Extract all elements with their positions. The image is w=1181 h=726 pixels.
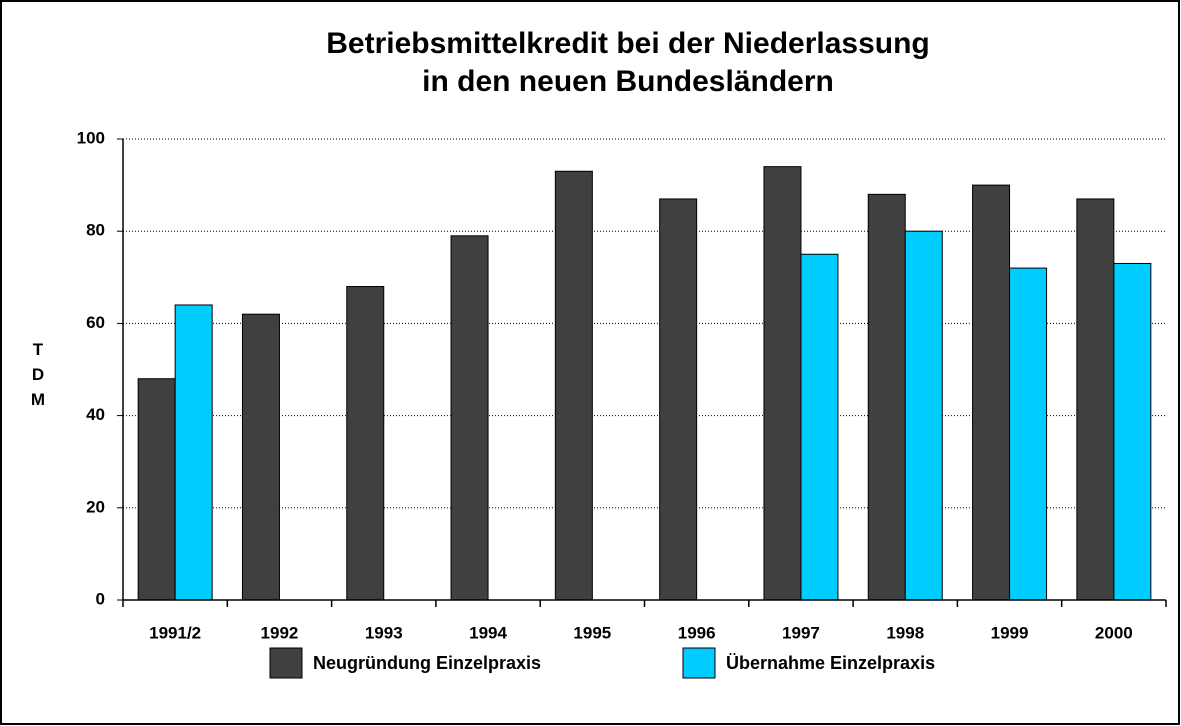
x-tick-label: 1997 (782, 623, 820, 642)
bar (763, 166, 802, 601)
y-axis-label: TDM (29, 340, 48, 415)
y-tick-label: 100 (77, 128, 105, 147)
y-tick-label: 80 (86, 221, 105, 240)
x-tick-label: 1991/2 (149, 623, 201, 642)
bar (137, 378, 176, 601)
x-tick-label: 1996 (678, 623, 716, 642)
bar (800, 253, 839, 601)
legend-label: Neugründung Einzelpraxis (313, 653, 541, 673)
bar (1113, 262, 1152, 601)
bar (174, 304, 213, 601)
legend-label: Übernahme Einzelpraxis (726, 653, 935, 673)
legend-swatch (682, 647, 716, 679)
legend-swatch (269, 647, 303, 679)
y-tick-label: 0 (96, 589, 105, 608)
x-tick-label: 1995 (573, 623, 611, 642)
x-tick-label: 1999 (991, 623, 1029, 642)
bar (972, 184, 1011, 601)
y-tick-label: 40 (86, 405, 105, 424)
bar (904, 230, 943, 601)
chart-title: Betriebsmittelkredit bei der Niederlassu… (326, 27, 930, 60)
bar (1009, 267, 1048, 601)
x-tick-label: 1992 (261, 623, 299, 642)
x-tick-label: 1994 (469, 623, 507, 642)
bar (346, 286, 385, 601)
bar (241, 313, 280, 601)
x-tick-label: 1998 (886, 623, 924, 642)
y-tick-label: 20 (86, 497, 105, 516)
chart-title: in den neuen Bundesländern (422, 65, 834, 98)
bar (1076, 198, 1115, 601)
bar (659, 198, 698, 601)
bar (867, 193, 906, 601)
x-tick-label: 1993 (365, 623, 403, 642)
bar (450, 235, 489, 601)
x-tick-label: 2000 (1095, 623, 1133, 642)
y-tick-label: 60 (86, 313, 105, 332)
bar (554, 170, 593, 601)
